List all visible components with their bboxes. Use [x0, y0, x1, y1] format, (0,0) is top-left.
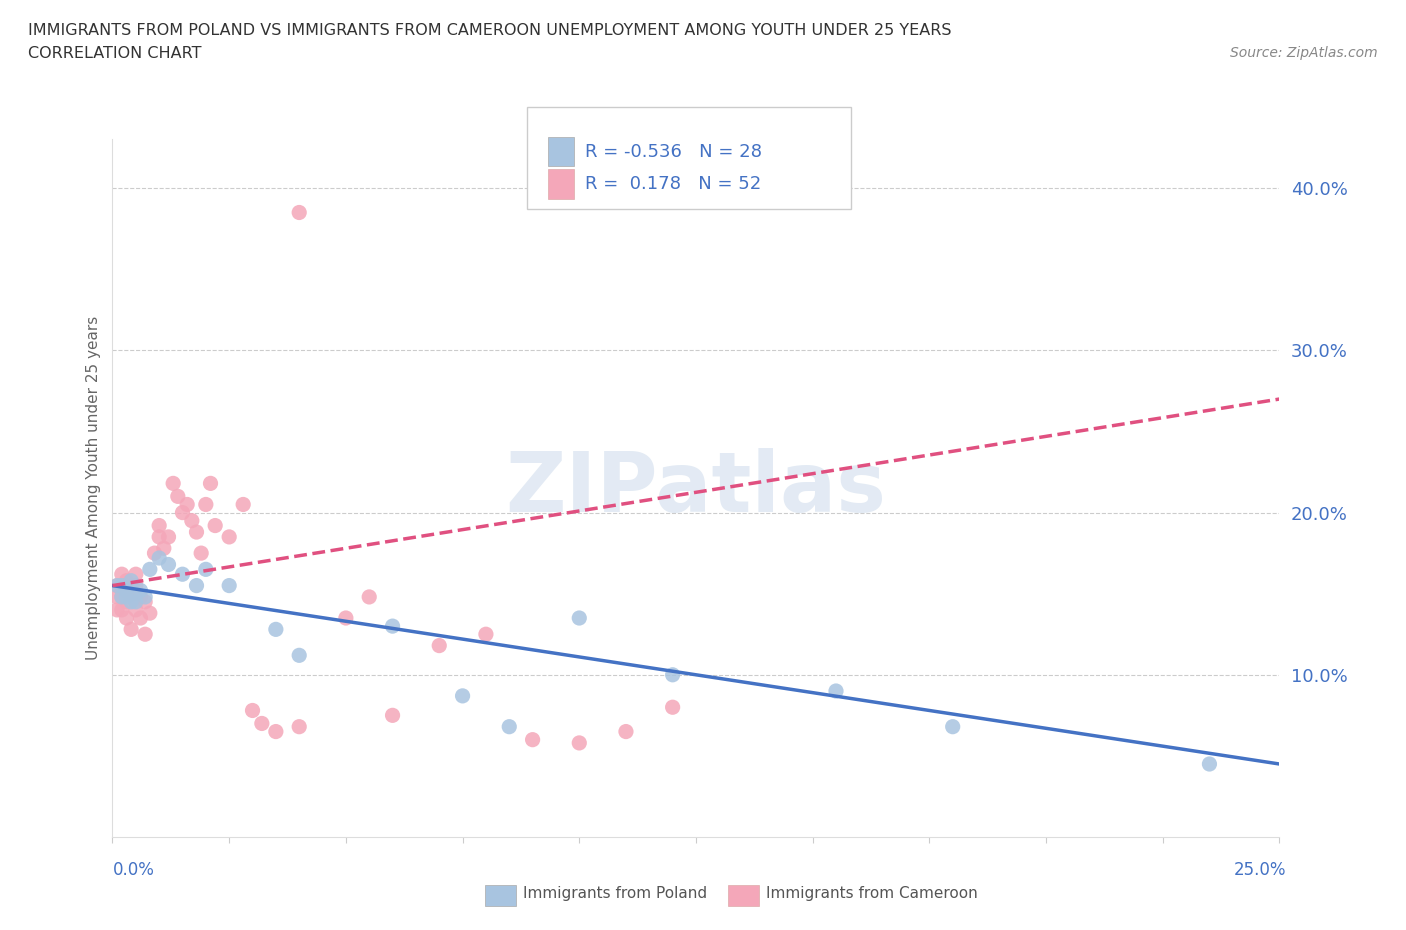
Point: [111, 603, 134, 618]
Point: [120, 594, 142, 609]
Point: [288, 648, 311, 663]
Point: [120, 590, 142, 604]
Text: Immigrants from Poland: Immigrants from Poland: [523, 886, 707, 901]
Point: [218, 578, 240, 593]
Point: [157, 557, 180, 572]
Point: [115, 583, 138, 598]
Point: [218, 529, 240, 544]
Point: [172, 566, 194, 581]
Point: [614, 724, 637, 739]
Point: [194, 562, 217, 577]
Point: [661, 668, 683, 683]
Text: 25.0%: 25.0%: [1234, 860, 1286, 879]
Point: [162, 476, 184, 491]
Point: [172, 505, 194, 520]
Text: IMMIGRANTS FROM POLAND VS IMMIGRANTS FROM CAMEROON UNEMPLOYMENT AMONG YOUTH UNDE: IMMIGRANTS FROM POLAND VS IMMIGRANTS FRO…: [28, 23, 952, 38]
Point: [148, 529, 170, 544]
Point: [148, 551, 170, 565]
Point: [264, 622, 287, 637]
Point: [498, 719, 520, 734]
Point: [115, 594, 138, 609]
Point: [129, 583, 152, 598]
Point: [1198, 757, 1220, 772]
Point: [129, 590, 152, 604]
Point: [115, 573, 138, 588]
Point: [232, 497, 254, 512]
Point: [180, 513, 202, 528]
Text: 0.0%: 0.0%: [112, 860, 155, 879]
Text: R =  0.178   N = 52: R = 0.178 N = 52: [585, 175, 761, 193]
Point: [125, 586, 148, 601]
Point: [125, 603, 148, 618]
Point: [120, 578, 142, 593]
Y-axis label: Unemployment Among Youth under 25 years: Unemployment Among Youth under 25 years: [86, 316, 101, 660]
Point: [186, 578, 208, 593]
Point: [288, 719, 311, 734]
Text: R = -0.536   N = 28: R = -0.536 N = 28: [585, 142, 762, 161]
Point: [381, 708, 404, 723]
Point: [115, 590, 138, 604]
Text: CORRELATION CHART: CORRELATION CHART: [28, 46, 201, 61]
Point: [250, 716, 273, 731]
Point: [111, 578, 134, 593]
Point: [359, 590, 381, 604]
Point: [194, 497, 217, 512]
Point: [115, 611, 138, 626]
Point: [134, 594, 156, 609]
Point: [264, 724, 287, 739]
Point: [120, 622, 142, 637]
Point: [139, 562, 162, 577]
Text: ZIPatlas: ZIPatlas: [506, 447, 886, 529]
Point: [166, 489, 188, 504]
Point: [186, 525, 208, 539]
Point: [105, 578, 128, 593]
Text: Immigrants from Cameroon: Immigrants from Cameroon: [766, 886, 979, 901]
Point: [200, 476, 222, 491]
Point: [125, 578, 148, 593]
Point: [143, 546, 166, 561]
Point: [125, 594, 148, 609]
Point: [111, 578, 134, 593]
Point: [427, 638, 450, 653]
Point: [125, 566, 148, 581]
Point: [475, 627, 498, 642]
Point: [204, 518, 226, 533]
Point: [105, 578, 128, 593]
Point: [111, 566, 134, 581]
Point: [451, 688, 474, 703]
Point: [522, 732, 544, 747]
Point: [288, 205, 311, 219]
Point: [134, 590, 156, 604]
Point: [157, 529, 180, 544]
Point: [381, 618, 404, 633]
Point: [129, 611, 152, 626]
Point: [242, 703, 264, 718]
Point: [335, 611, 357, 626]
Point: [568, 736, 591, 751]
Point: [120, 573, 142, 588]
Point: [111, 590, 134, 604]
Point: [190, 546, 212, 561]
Point: [139, 605, 162, 620]
Point: [568, 611, 591, 626]
Point: [153, 541, 176, 556]
Point: [115, 583, 138, 598]
Point: [134, 627, 156, 642]
Point: [942, 719, 965, 734]
Point: [661, 699, 683, 714]
Point: [105, 603, 128, 618]
Point: [148, 518, 170, 533]
Point: [105, 590, 128, 604]
Point: [825, 684, 848, 698]
Point: [111, 590, 134, 604]
Text: Source: ZipAtlas.com: Source: ZipAtlas.com: [1230, 46, 1378, 60]
Point: [176, 497, 198, 512]
